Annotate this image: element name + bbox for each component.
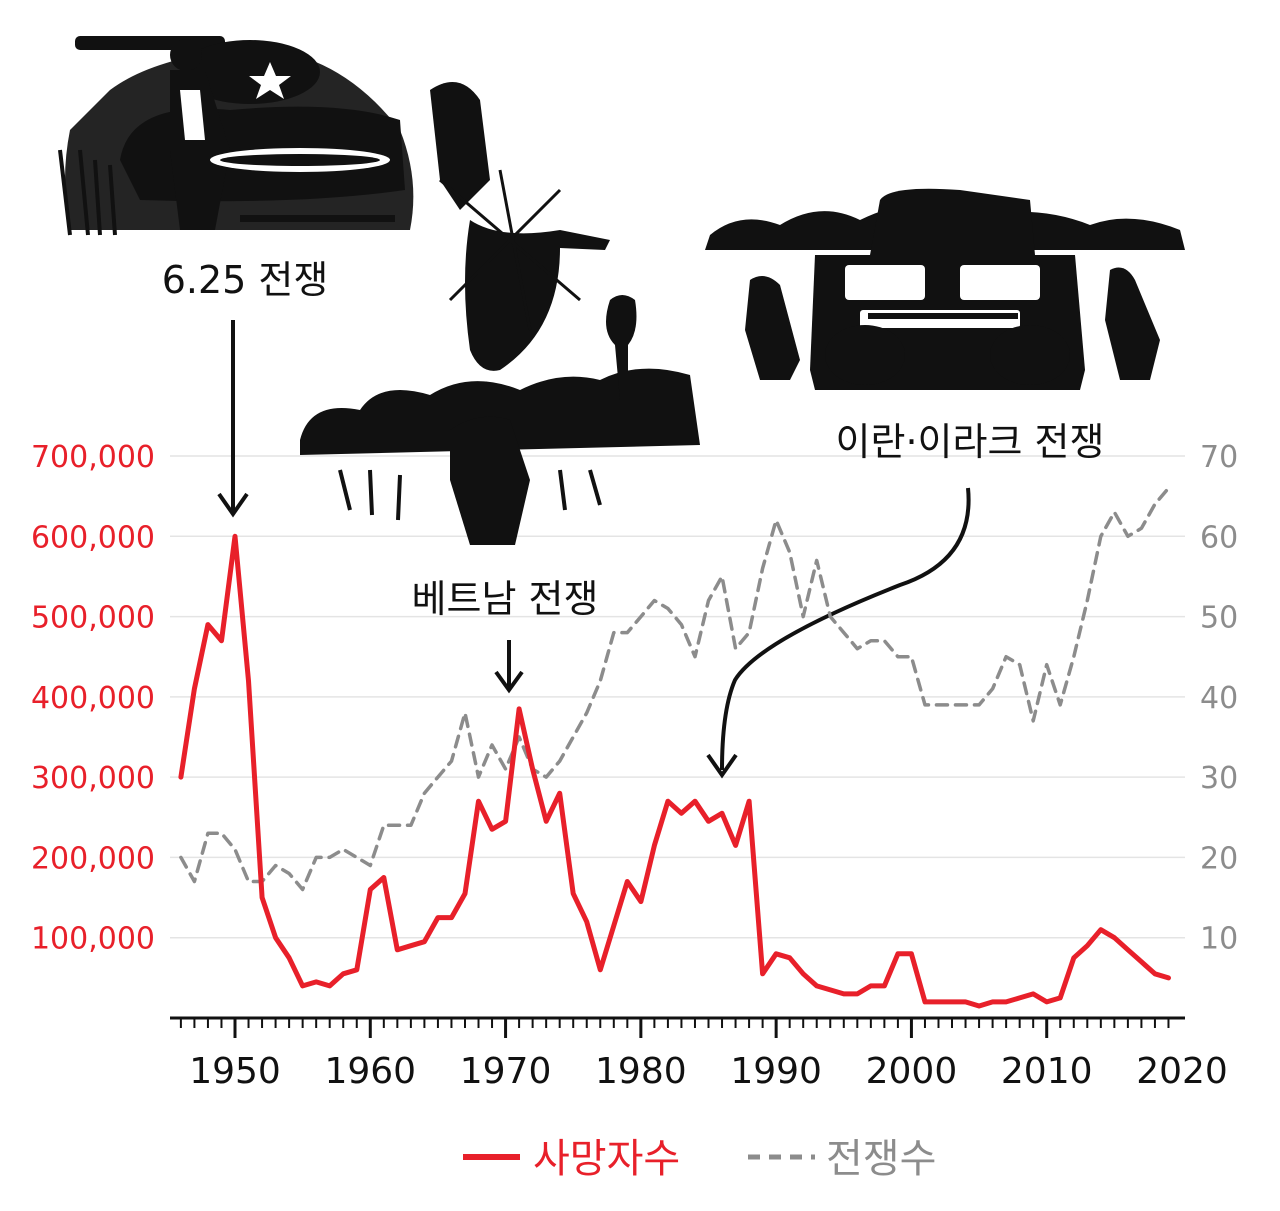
x-tick-label: 2020 <box>1136 1051 1228 1092</box>
annotation-label-iran-iraq-war: 이란·이라크 전쟁 <box>836 420 1105 464</box>
gridlines <box>170 455 1185 939</box>
annotation-vietnam-war: 베트남 전쟁 <box>412 577 599 694</box>
x-tick-label: 1990 <box>730 1051 822 1092</box>
y-left-tick-label: 600,000 <box>31 520 155 555</box>
y-right-tick-label: 30 <box>1200 761 1238 796</box>
legend: 사망자수 전쟁수 <box>463 1136 936 1182</box>
x-tick-label: 1950 <box>189 1051 281 1092</box>
series <box>178 486 1171 1009</box>
x-axis: 1950 1960 1970 1980 1990 2000 2010 2020 <box>170 1016 1228 1092</box>
y-left-tick-label: 200,000 <box>31 841 155 876</box>
y-right-tick-label: 40 <box>1200 681 1238 716</box>
series-line-wars <box>179 486 1171 892</box>
x-tick-label: 1970 <box>460 1051 552 1092</box>
vietnam-war-illustration <box>300 169 700 545</box>
y-axis-right: 10 20 30 40 50 60 70 <box>1200 440 1238 957</box>
annotation-korean-war: 6.25 전쟁 <box>162 258 329 518</box>
iran-iraq-war-illustration <box>705 188 1185 390</box>
annotation-iran-iraq-war: 이란·이라크 전쟁 <box>706 420 1105 779</box>
y-axis-left: 100,000 200,000 300,000 400,000 500,000 600,0… <box>31 440 155 957</box>
series-line-deaths <box>178 533 1171 1009</box>
x-tick-label: 1960 <box>324 1051 416 1092</box>
y-right-tick-label: 70 <box>1200 440 1238 475</box>
y-left-tick-label: 700,000 <box>31 440 155 475</box>
y-left-tick-label: 400,000 <box>31 681 155 716</box>
annotation-label-vietnam-war: 베트남 전쟁 <box>412 577 599 621</box>
x-tick-label: 1980 <box>595 1051 687 1092</box>
legend-label-deaths: 사망자수 <box>533 1136 680 1182</box>
y-right-tick-label: 10 <box>1200 922 1238 957</box>
y-right-tick-label: 60 <box>1200 520 1238 555</box>
korean-war-illustration <box>58 36 490 236</box>
y-right-tick-label: 50 <box>1200 601 1238 636</box>
x-tick-label: 2010 <box>1001 1051 1093 1092</box>
y-left-tick-label: 300,000 <box>31 761 155 796</box>
y-right-tick-label: 20 <box>1200 841 1238 876</box>
y-left-tick-label: 100,000 <box>31 922 155 957</box>
x-tick-label: 2000 <box>866 1051 958 1092</box>
legend-label-wars: 전쟁수 <box>826 1136 936 1182</box>
annotation-label-korean-war: 6.25 전쟁 <box>162 258 329 302</box>
y-left-tick-label: 500,000 <box>31 601 155 636</box>
annotation-arrow-iran-iraq-war <box>720 487 971 771</box>
